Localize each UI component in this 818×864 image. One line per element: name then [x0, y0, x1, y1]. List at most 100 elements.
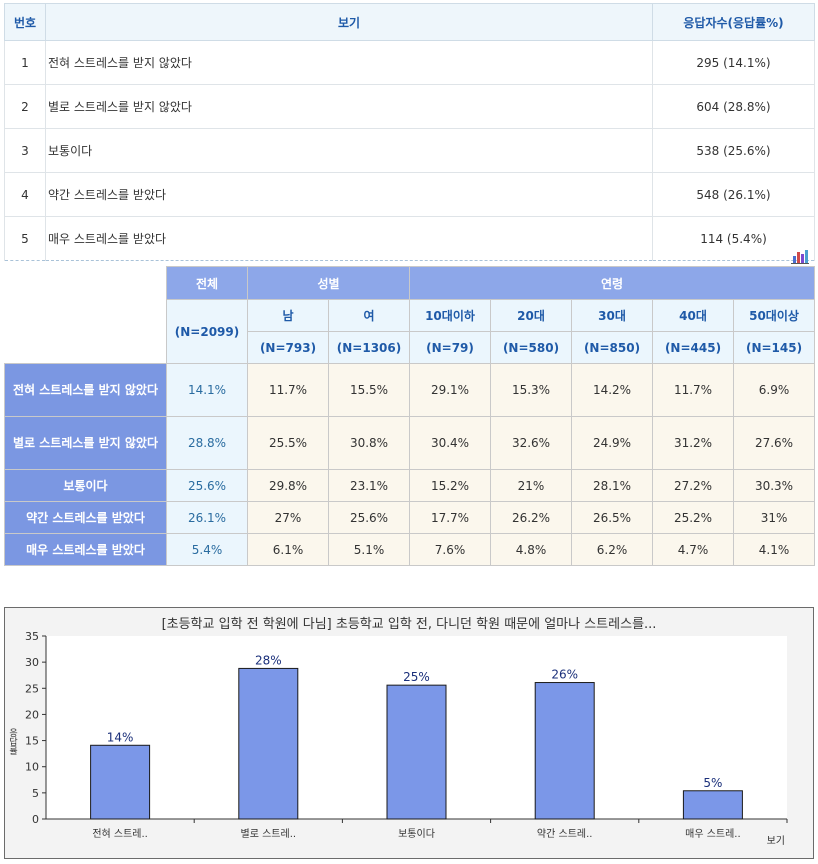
table-row: 5 매우 스트레스를 받았다 114 (5.4%) — [4, 216, 815, 261]
x-tick-label: 별로 스트레.. — [241, 828, 297, 840]
cell-value: 15.3% — [490, 363, 572, 417]
cell-value: 31.2% — [652, 416, 734, 470]
cell-value: 30.4% — [409, 416, 491, 470]
cell-value: 25.6% — [328, 501, 410, 534]
row-label: 약간 스트레스를 받았다 — [4, 501, 167, 534]
cell-value: 15.2% — [409, 469, 491, 502]
cell-value: 15.5% — [328, 363, 410, 417]
cell-value: 11.7% — [652, 363, 734, 417]
cell-value: 21% — [490, 469, 572, 502]
cell-value: 23.1% — [328, 469, 410, 502]
cell-value: 30.8% — [328, 416, 410, 470]
group-header-row: (N=2099) 남 여 10대이하 20대 30대 40대 50대이상 — [5, 299, 816, 364]
bar — [534, 682, 595, 820]
total-n: (N=2099) — [166, 299, 248, 364]
cell-value: 4.7% — [652, 533, 734, 566]
bar-value-label: 5% — [703, 776, 722, 790]
row-number: 4 — [4, 172, 46, 217]
group-n: (N=79) — [409, 331, 491, 364]
table-row: 2 별로 스트레스를 받지 않았다 604 (28.8%) — [4, 84, 815, 129]
cell-value: 6.2% — [571, 533, 653, 566]
cell-value: 17.7% — [409, 501, 491, 534]
cell-value: 11.7% — [247, 363, 329, 417]
group-header: 남 — [247, 299, 329, 332]
cell-value: 6.1% — [247, 533, 329, 566]
y-tick-label: 10 — [25, 761, 39, 774]
row-number: 3 — [4, 128, 46, 173]
row-label: 매우 스트레스를 받았다 — [45, 216, 653, 261]
x-tick-label: 전혀 스트레.. — [92, 828, 148, 840]
total-value: 26.1% — [166, 501, 248, 534]
y-axis-label: 응답률 — [7, 728, 17, 755]
row-result: 548 (26.1%) — [652, 172, 815, 217]
y-tick-label: 5 — [32, 787, 39, 800]
bar — [238, 667, 299, 820]
row-result: 604 (28.8%) — [652, 84, 815, 129]
cell-value: 29.8% — [247, 469, 329, 502]
header-number: 번호 — [4, 3, 46, 41]
table-row: 4 약간 스트레스를 받았다 548 (26.1%) — [4, 172, 815, 217]
group-n: (N=1306) — [328, 331, 410, 364]
bar-value-label: 28% — [255, 653, 282, 667]
cell-value: 30.3% — [732, 469, 816, 502]
row-label: 약간 스트레스를 받았다 — [45, 172, 653, 217]
bar — [386, 684, 447, 820]
table-row: 보통이다 25.6% 29.8% 23.1% 15.2% 21% 28.1% 2… — [4, 469, 816, 502]
y-tick-label: 30 — [25, 656, 39, 669]
group-n: (N=580) — [490, 331, 572, 364]
table-row: 전혀 스트레스를 받지 않았다 14.1% 11.7% 15.5% 29.1% … — [4, 363, 816, 417]
total-header: 전체 — [166, 266, 248, 300]
group-n-row: (N=793) (N=1306) (N=79) (N=580) (N=850) … — [5, 331, 816, 364]
header-response: 응답자수(응답률%) — [652, 3, 815, 41]
gender-header: 성별 — [247, 266, 410, 300]
total-value: 28.8% — [166, 416, 248, 470]
bar-value-label: 14% — [107, 730, 134, 744]
group-header: 40대 — [652, 299, 734, 332]
group-header: 10대이하 — [409, 299, 491, 332]
row-result: 114 (5.4%) — [652, 216, 815, 261]
cell-value: 7.6% — [409, 533, 491, 566]
cell-value: 28.1% — [571, 469, 653, 502]
y-tick-label: 35 — [25, 630, 39, 643]
x-tick-label: 약간 스트레.. — [537, 828, 593, 840]
group-n: (N=793) — [247, 331, 329, 364]
total-value: 25.6% — [166, 469, 248, 502]
chart-title: [초등학교 입학 전 학원에 다님] 초등학교 입학 전, 다니던 학원 때문에… — [161, 617, 657, 632]
cell-value: 25.2% — [652, 501, 734, 534]
x-tick-label: 매우 스트레.. — [685, 828, 741, 840]
bar-chart: [초등학교 입학 전 학원에 다님] 초등학교 입학 전, 다니던 학원 때문에… — [4, 607, 814, 859]
x-axis-label: 보기 — [767, 835, 785, 847]
group-header: 20대 — [490, 299, 572, 332]
blank-corner — [4, 266, 167, 364]
table-row: 3 보통이다 538 (25.6%) — [4, 128, 815, 173]
cell-value: 27.2% — [652, 469, 734, 502]
table-row: 1 전혀 스트레스를 받지 않았다 295 (14.1%) — [4, 40, 815, 85]
cell-value: 29.1% — [409, 363, 491, 417]
cell-value: 27% — [247, 501, 329, 534]
row-label: 보통이다 — [4, 469, 167, 502]
bar-value-label: 25% — [403, 670, 430, 684]
cell-value: 25.5% — [247, 416, 329, 470]
bar — [90, 744, 151, 820]
total-value: 5.4% — [166, 533, 248, 566]
response-summary-table: 번호 보기 응답자수(응답률%) 1 전혀 스트레스를 받지 않았다 295 (… — [4, 3, 815, 261]
bar-chart-icon[interactable] — [791, 249, 809, 264]
cell-value: 5.1% — [328, 533, 410, 566]
group-header: 여 — [328, 299, 410, 332]
y-tick-label: 20 — [25, 708, 39, 721]
table-row: 약간 스트레스를 받았다 26.1% 27% 25.6% 17.7% 26.2%… — [4, 501, 816, 534]
y-tick-label: 25 — [25, 682, 39, 695]
cell-value: 26.2% — [490, 501, 572, 534]
group-n: (N=445) — [652, 331, 734, 364]
table-header-row: 번호 보기 응답자수(응답률%) — [4, 3, 815, 41]
cell-value: 24.9% — [571, 416, 653, 470]
row-label: 별로 스트레스를 받지 않았다 — [45, 84, 653, 129]
cell-value: 27.6% — [732, 416, 816, 470]
cell-value: 26.5% — [571, 501, 653, 534]
row-label: 보통이다 — [45, 128, 653, 173]
row-number: 2 — [4, 84, 46, 129]
row-result: 538 (25.6%) — [652, 128, 815, 173]
y-tick-label: 0 — [32, 813, 39, 826]
row-number: 1 — [4, 40, 46, 85]
cell-value: 6.9% — [732, 363, 816, 417]
